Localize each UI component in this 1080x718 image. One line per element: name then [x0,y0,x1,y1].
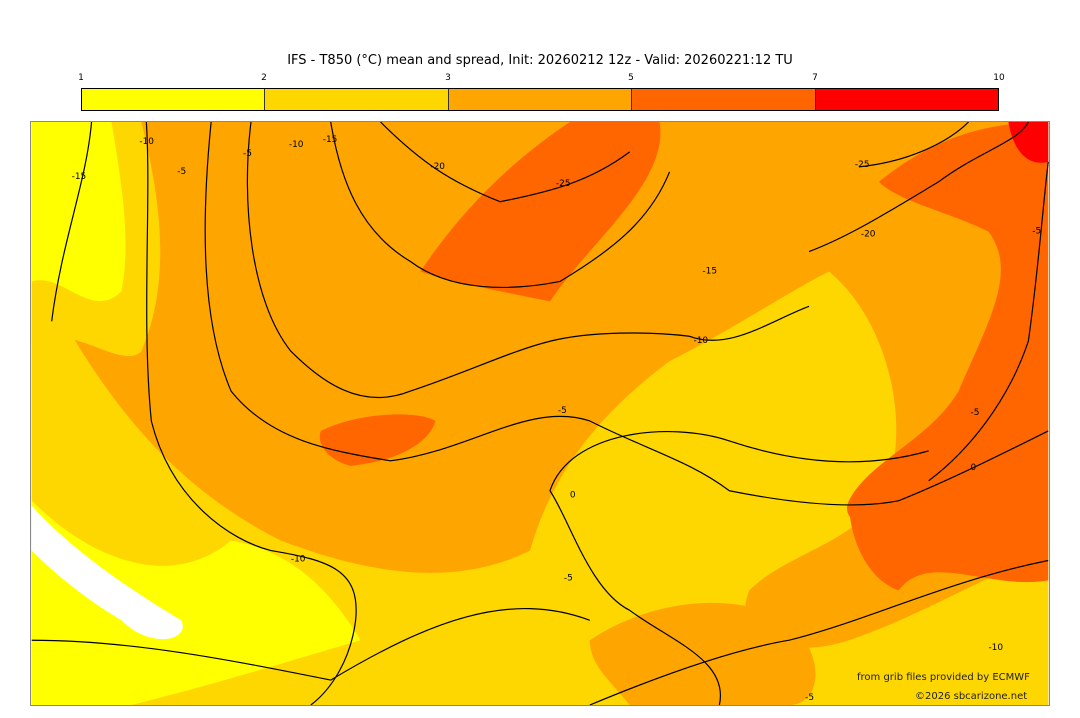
colorbar [81,88,999,111]
colorbar-bin [265,89,449,110]
spread-area-1-2 [31,122,126,302]
contour-label: -10 [693,336,708,346]
map-title: IFS - T850 (°C) mean and spread, Init: 2… [287,53,793,68]
contour-label: 0 [570,491,576,501]
spread-area-3-5 [589,602,816,705]
contour-lines [31,122,1049,705]
spread-area-5-7 [848,420,1049,591]
contour-label: -5 [564,573,573,583]
contour-label: -25 [855,160,870,170]
contour-label: -15 [702,266,717,276]
contour-label: -5 [971,408,980,418]
contour-label: -5 [558,406,567,416]
colorbar-tick: 5 [628,73,634,83]
contour-label: -10 [988,643,1003,653]
spread-area-1-2 [31,500,361,705]
contour-label: 0 [971,463,977,473]
colorbar-tick: 2 [261,73,267,83]
contour-label: -10 [139,137,154,147]
contour-label: -20 [430,162,445,172]
contour-label: -5 [1032,227,1041,237]
contour-label: -5 [243,149,252,159]
contour-label: -15 [72,172,87,182]
colorbar-tick: 3 [445,73,451,83]
spread-map: -15 -10 -5 -5 -10 -15 -20 -25 -25 -20 -5… [30,121,1050,706]
contour-label: -5 [805,693,814,703]
spread-area-7-10 [1008,122,1049,163]
contour-labels: -15 -10 -5 -5 -10 -15 -20 -25 -25 -20 -5… [72,135,1042,703]
data-source-credit: from grib files provided by ECMWF [857,672,1030,683]
contour-label: -10 [289,140,304,150]
spread-area-5-7 [420,122,661,302]
colorbar-tick: 10 [993,73,1005,83]
contour-label: -10 [291,554,306,564]
colorbar-bin [448,89,633,110]
contour-label: -5 [177,167,186,177]
contour-label: -20 [861,230,876,240]
colorbar-tick: 1 [78,73,84,83]
colorbar-bin [82,89,266,110]
contour-label: -25 [556,179,571,189]
colorbar-bin [632,89,816,110]
contour-label: -15 [323,135,338,145]
colorbar-bin [815,89,999,110]
colorbar-tick: 7 [812,73,818,83]
snow-white-area [31,505,183,640]
copyright-credit: ©2026 sbcarizone.net [915,691,1028,702]
